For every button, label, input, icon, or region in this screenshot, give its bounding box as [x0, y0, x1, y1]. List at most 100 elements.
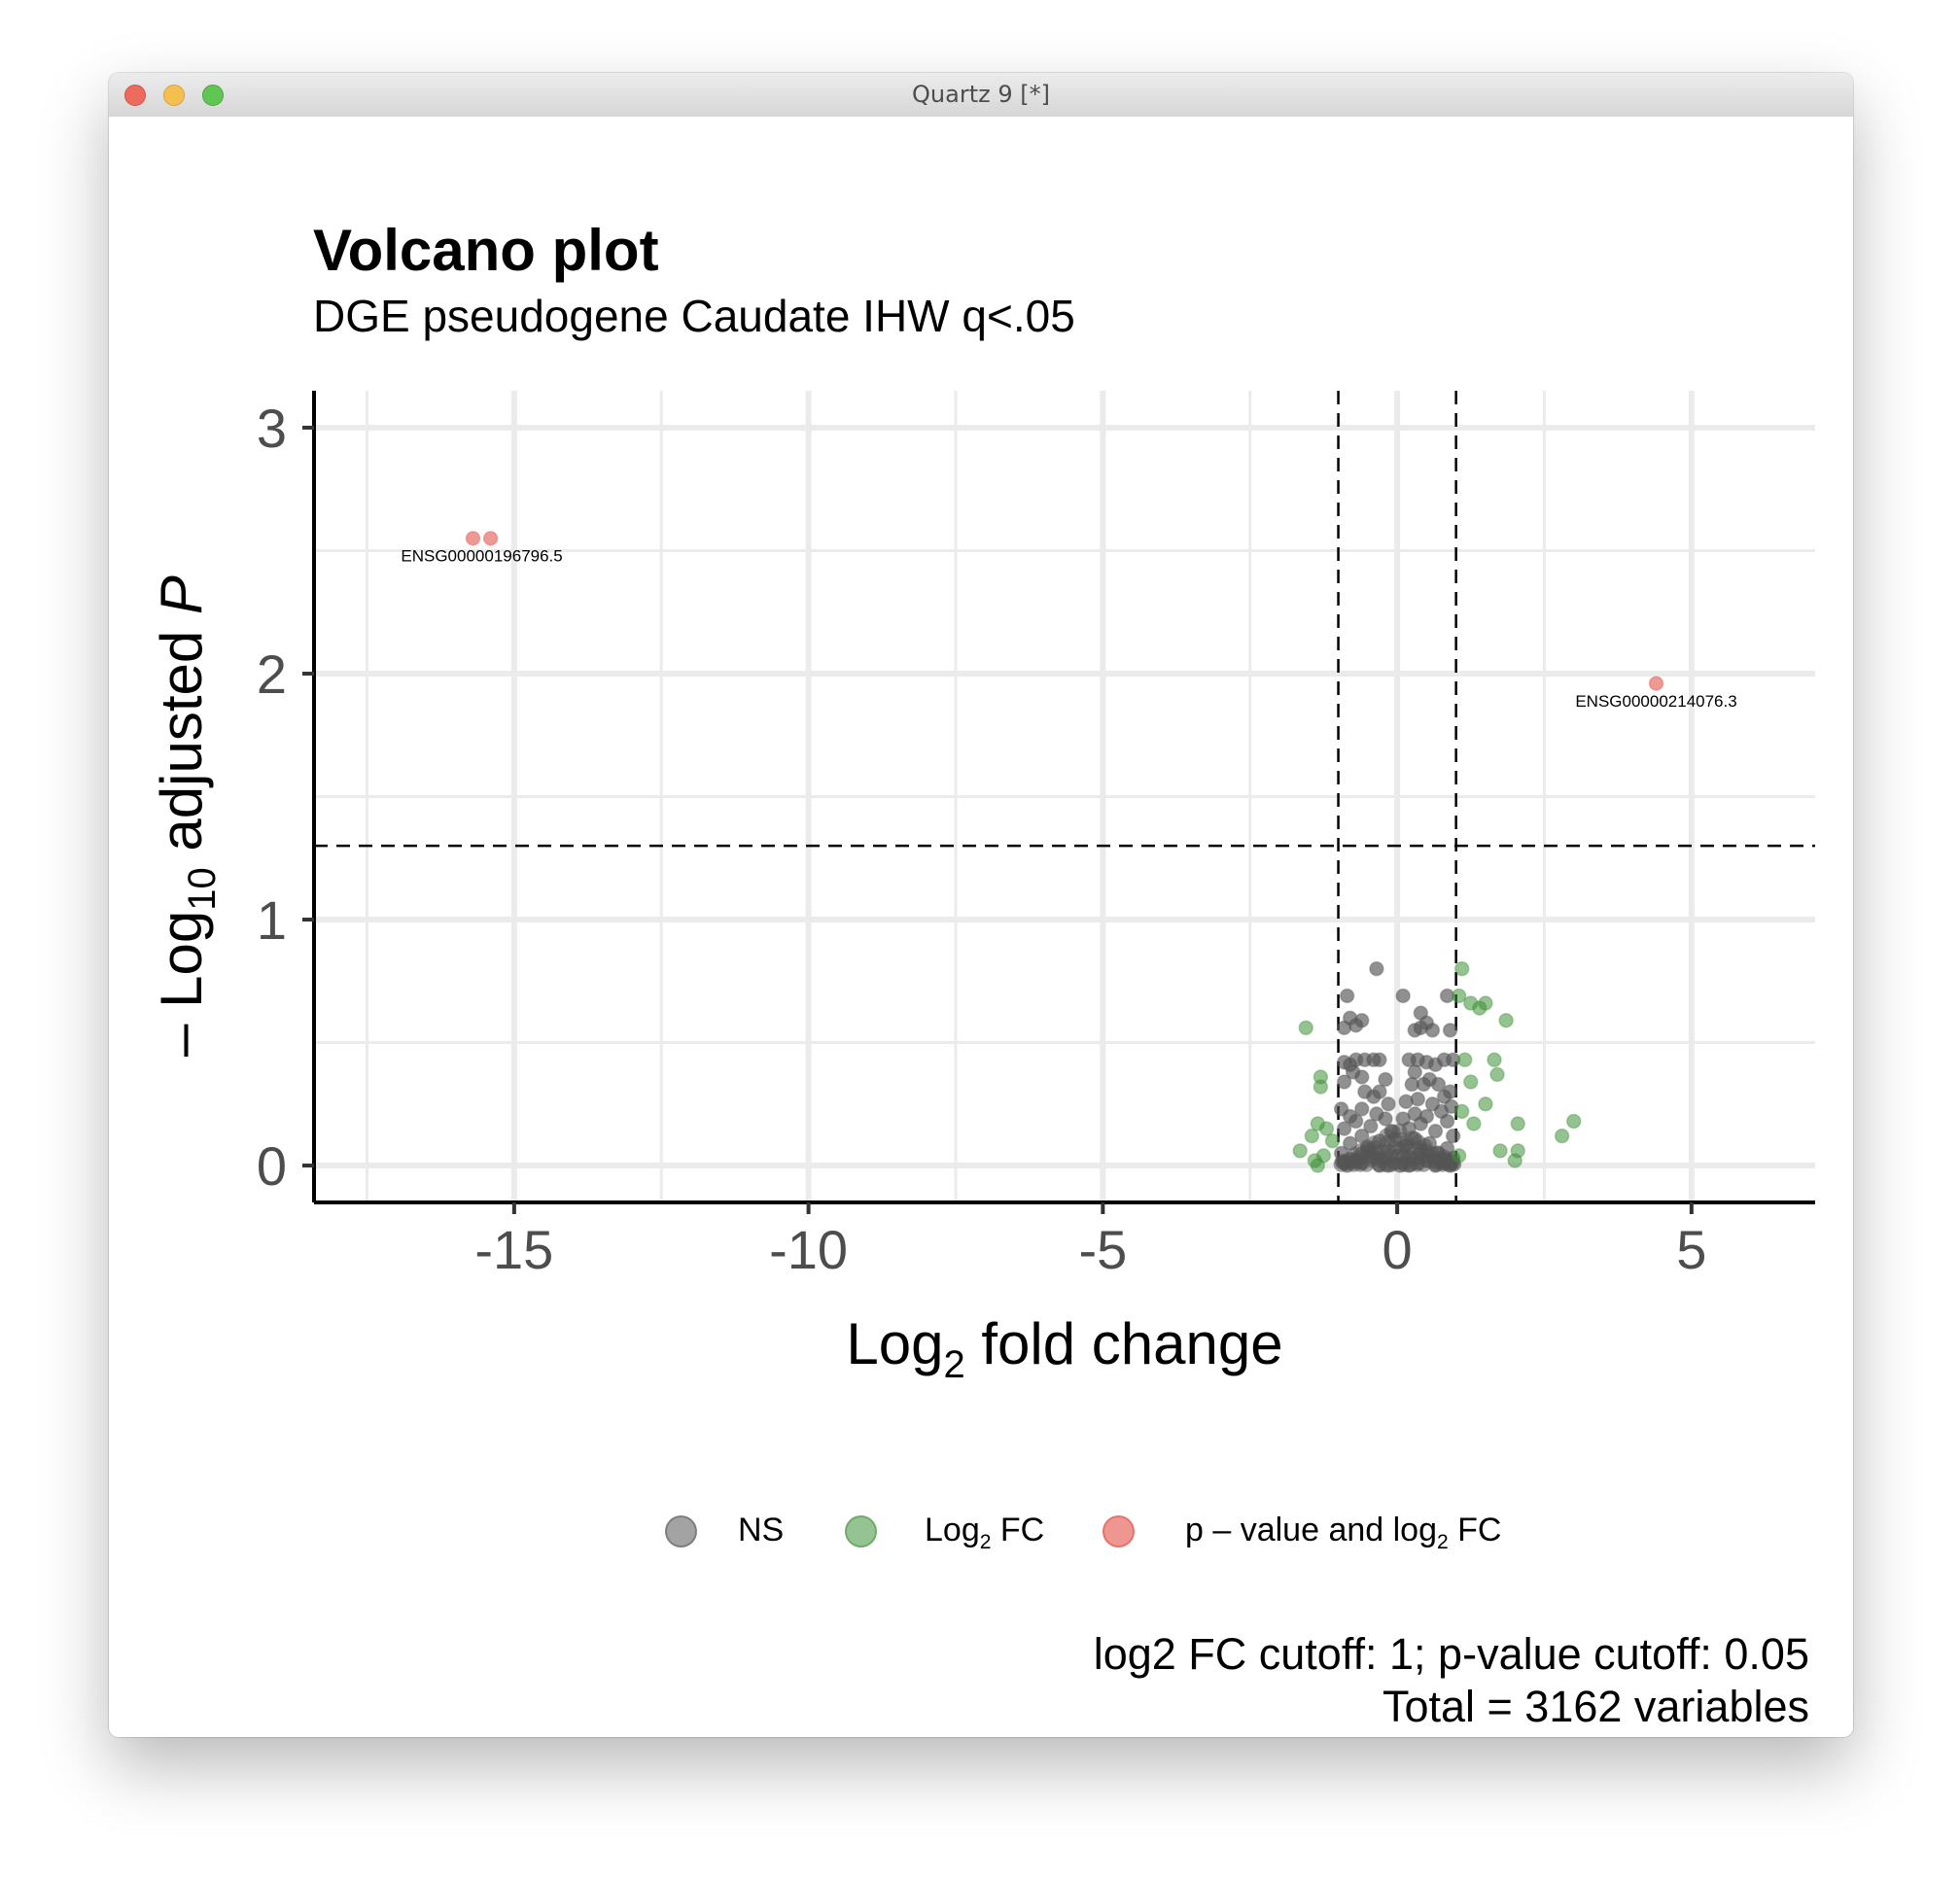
ns-point — [1442, 1158, 1458, 1173]
ns-point — [1445, 1128, 1461, 1144]
ns-point — [1336, 1121, 1352, 1136]
plot-caption: log2 FC cutoff: 1; p-value cutoff: 0.05 … — [1094, 1628, 1809, 1733]
ns-point — [1439, 1113, 1455, 1130]
x-tick-label: 5 — [1676, 1219, 1706, 1280]
plot-area: Volcano plot DGE pseudogene Caudate IHW … — [109, 117, 1853, 1737]
caption-cutoffs: log2 FC cutoff: 1; p-value cutoff: 0.05 — [1093, 1629, 1809, 1679]
log2fc-point — [1489, 1066, 1505, 1083]
significant-point — [465, 531, 481, 546]
ns-point — [1369, 960, 1384, 977]
zoom-button[interactable] — [202, 85, 224, 106]
ns-point — [1381, 1096, 1396, 1112]
log2fc-point — [1453, 1103, 1470, 1120]
point-labels: ENSG00000196796.5 ENSG00000214076.3 — [401, 547, 1736, 711]
ns-point — [1378, 1071, 1393, 1088]
ns-point — [1354, 1128, 1370, 1144]
legend-significant-label: p – value and log2 FC — [1185, 1512, 1502, 1553]
x-tick-label: -10 — [769, 1219, 848, 1280]
plot-subtitle: DGE pseudogene Caudate IHW q<.05 — [313, 291, 1075, 341]
log2fc-point — [1453, 960, 1470, 977]
y-tick-label: 1 — [257, 889, 287, 951]
y-tick-label: 2 — [257, 643, 287, 705]
ns-point — [1363, 1118, 1379, 1134]
log2fc-point — [1466, 1116, 1482, 1131]
log2fc-point — [1478, 1096, 1493, 1112]
legend-ns-label: NS — [738, 1512, 785, 1548]
ns-point — [1354, 1069, 1370, 1085]
ns-point — [1413, 1116, 1429, 1131]
ns-point — [1348, 1113, 1364, 1130]
log2fc-point — [1554, 1128, 1570, 1144]
plot-title: Volcano plot — [313, 218, 659, 283]
y-tick-label: 0 — [257, 1135, 287, 1197]
log2fc-point — [1451, 988, 1467, 1004]
gene-label: ENSG00000196796.5 — [401, 547, 562, 566]
log2fc-point — [1304, 1128, 1320, 1144]
ns-point — [1421, 1071, 1438, 1088]
ns-point — [1333, 1145, 1349, 1162]
log2fc-point — [1463, 1074, 1479, 1090]
ns-point — [1336, 1074, 1352, 1090]
y-axis-title: – Log10 adjusted P — [149, 575, 224, 1057]
log2fc-point — [1507, 1153, 1522, 1168]
legend-log2fc-label: Log2 FC — [925, 1512, 1045, 1553]
legend-ns-swatch — [665, 1515, 697, 1548]
window-title: Quartz 9 [*] — [912, 81, 1050, 108]
tick-labels: -15 -10 -5 0 5 0 1 2 3 — [257, 398, 1707, 1280]
y-tick-label: 3 — [257, 398, 287, 459]
significant-point — [482, 531, 499, 546]
axis-titles: Log2 fold change – Log10 adjusted P — [149, 575, 1283, 1386]
ns-point — [1354, 1155, 1370, 1171]
ns-point — [1427, 1158, 1444, 1173]
log2fc-point — [1298, 1020, 1314, 1036]
log2fc-point — [1510, 1116, 1525, 1131]
close-button[interactable] — [124, 85, 146, 106]
legend: NS Log2 FC p – value and log2 FC — [109, 1502, 1853, 1560]
ns-point — [1372, 1132, 1387, 1149]
ns-point — [1407, 1064, 1423, 1080]
ns-point — [1427, 1057, 1444, 1073]
gene-label: ENSG00000214076.3 — [1575, 692, 1736, 711]
x-tick-label: -5 — [1078, 1219, 1127, 1280]
ns-point — [1372, 1084, 1387, 1099]
ns-point — [1398, 1094, 1414, 1110]
log2fc-point — [1292, 1143, 1308, 1159]
ns-point — [1427, 1123, 1444, 1139]
ns-point — [1348, 1018, 1364, 1033]
caption-total: Total = 3162 variables — [1382, 1682, 1809, 1731]
x-tick-label: 0 — [1382, 1219, 1413, 1280]
log2fc-point — [1456, 1052, 1473, 1067]
log2fc-point — [1487, 1052, 1502, 1067]
x-axis-title: Log2 fold change — [846, 1311, 1282, 1386]
ns-point — [1339, 1158, 1355, 1173]
axes — [302, 391, 1815, 1214]
ns-point — [1436, 1089, 1452, 1104]
log2fc-point — [1565, 1113, 1582, 1130]
ns-point — [1378, 1111, 1393, 1127]
cutoff-lines — [314, 391, 1815, 1202]
legend-log2fc-swatch — [845, 1515, 877, 1548]
quartz-window: Quartz 9 [*] Volcano plot DGE pseudogene… — [109, 73, 1853, 1737]
ns-point — [1383, 1123, 1399, 1139]
log2fc-point — [1492, 1143, 1508, 1159]
log2fc-point — [1310, 1158, 1326, 1173]
log2fc-point — [1451, 1148, 1467, 1164]
log2fc-point — [1498, 1013, 1514, 1028]
data-points — [465, 531, 1664, 1173]
minimize-button[interactable] — [163, 85, 185, 106]
legend-significant-swatch — [1102, 1515, 1135, 1548]
log2fc-point — [1312, 1079, 1329, 1095]
grid-lines — [314, 391, 1815, 1202]
significant-point — [1648, 676, 1664, 691]
title-bar[interactable]: Quartz 9 [*] — [109, 73, 1853, 118]
x-tick-label: -15 — [474, 1219, 553, 1280]
ns-point — [1339, 988, 1355, 1004]
ns-point — [1342, 1135, 1358, 1152]
ns-point — [1413, 1020, 1429, 1036]
ns-point — [1401, 1158, 1417, 1173]
ns-point — [1372, 1052, 1387, 1067]
log2fc-point — [1478, 995, 1493, 1011]
log2fc-point — [1318, 1121, 1335, 1136]
log2fc-point — [1324, 1132, 1341, 1149]
